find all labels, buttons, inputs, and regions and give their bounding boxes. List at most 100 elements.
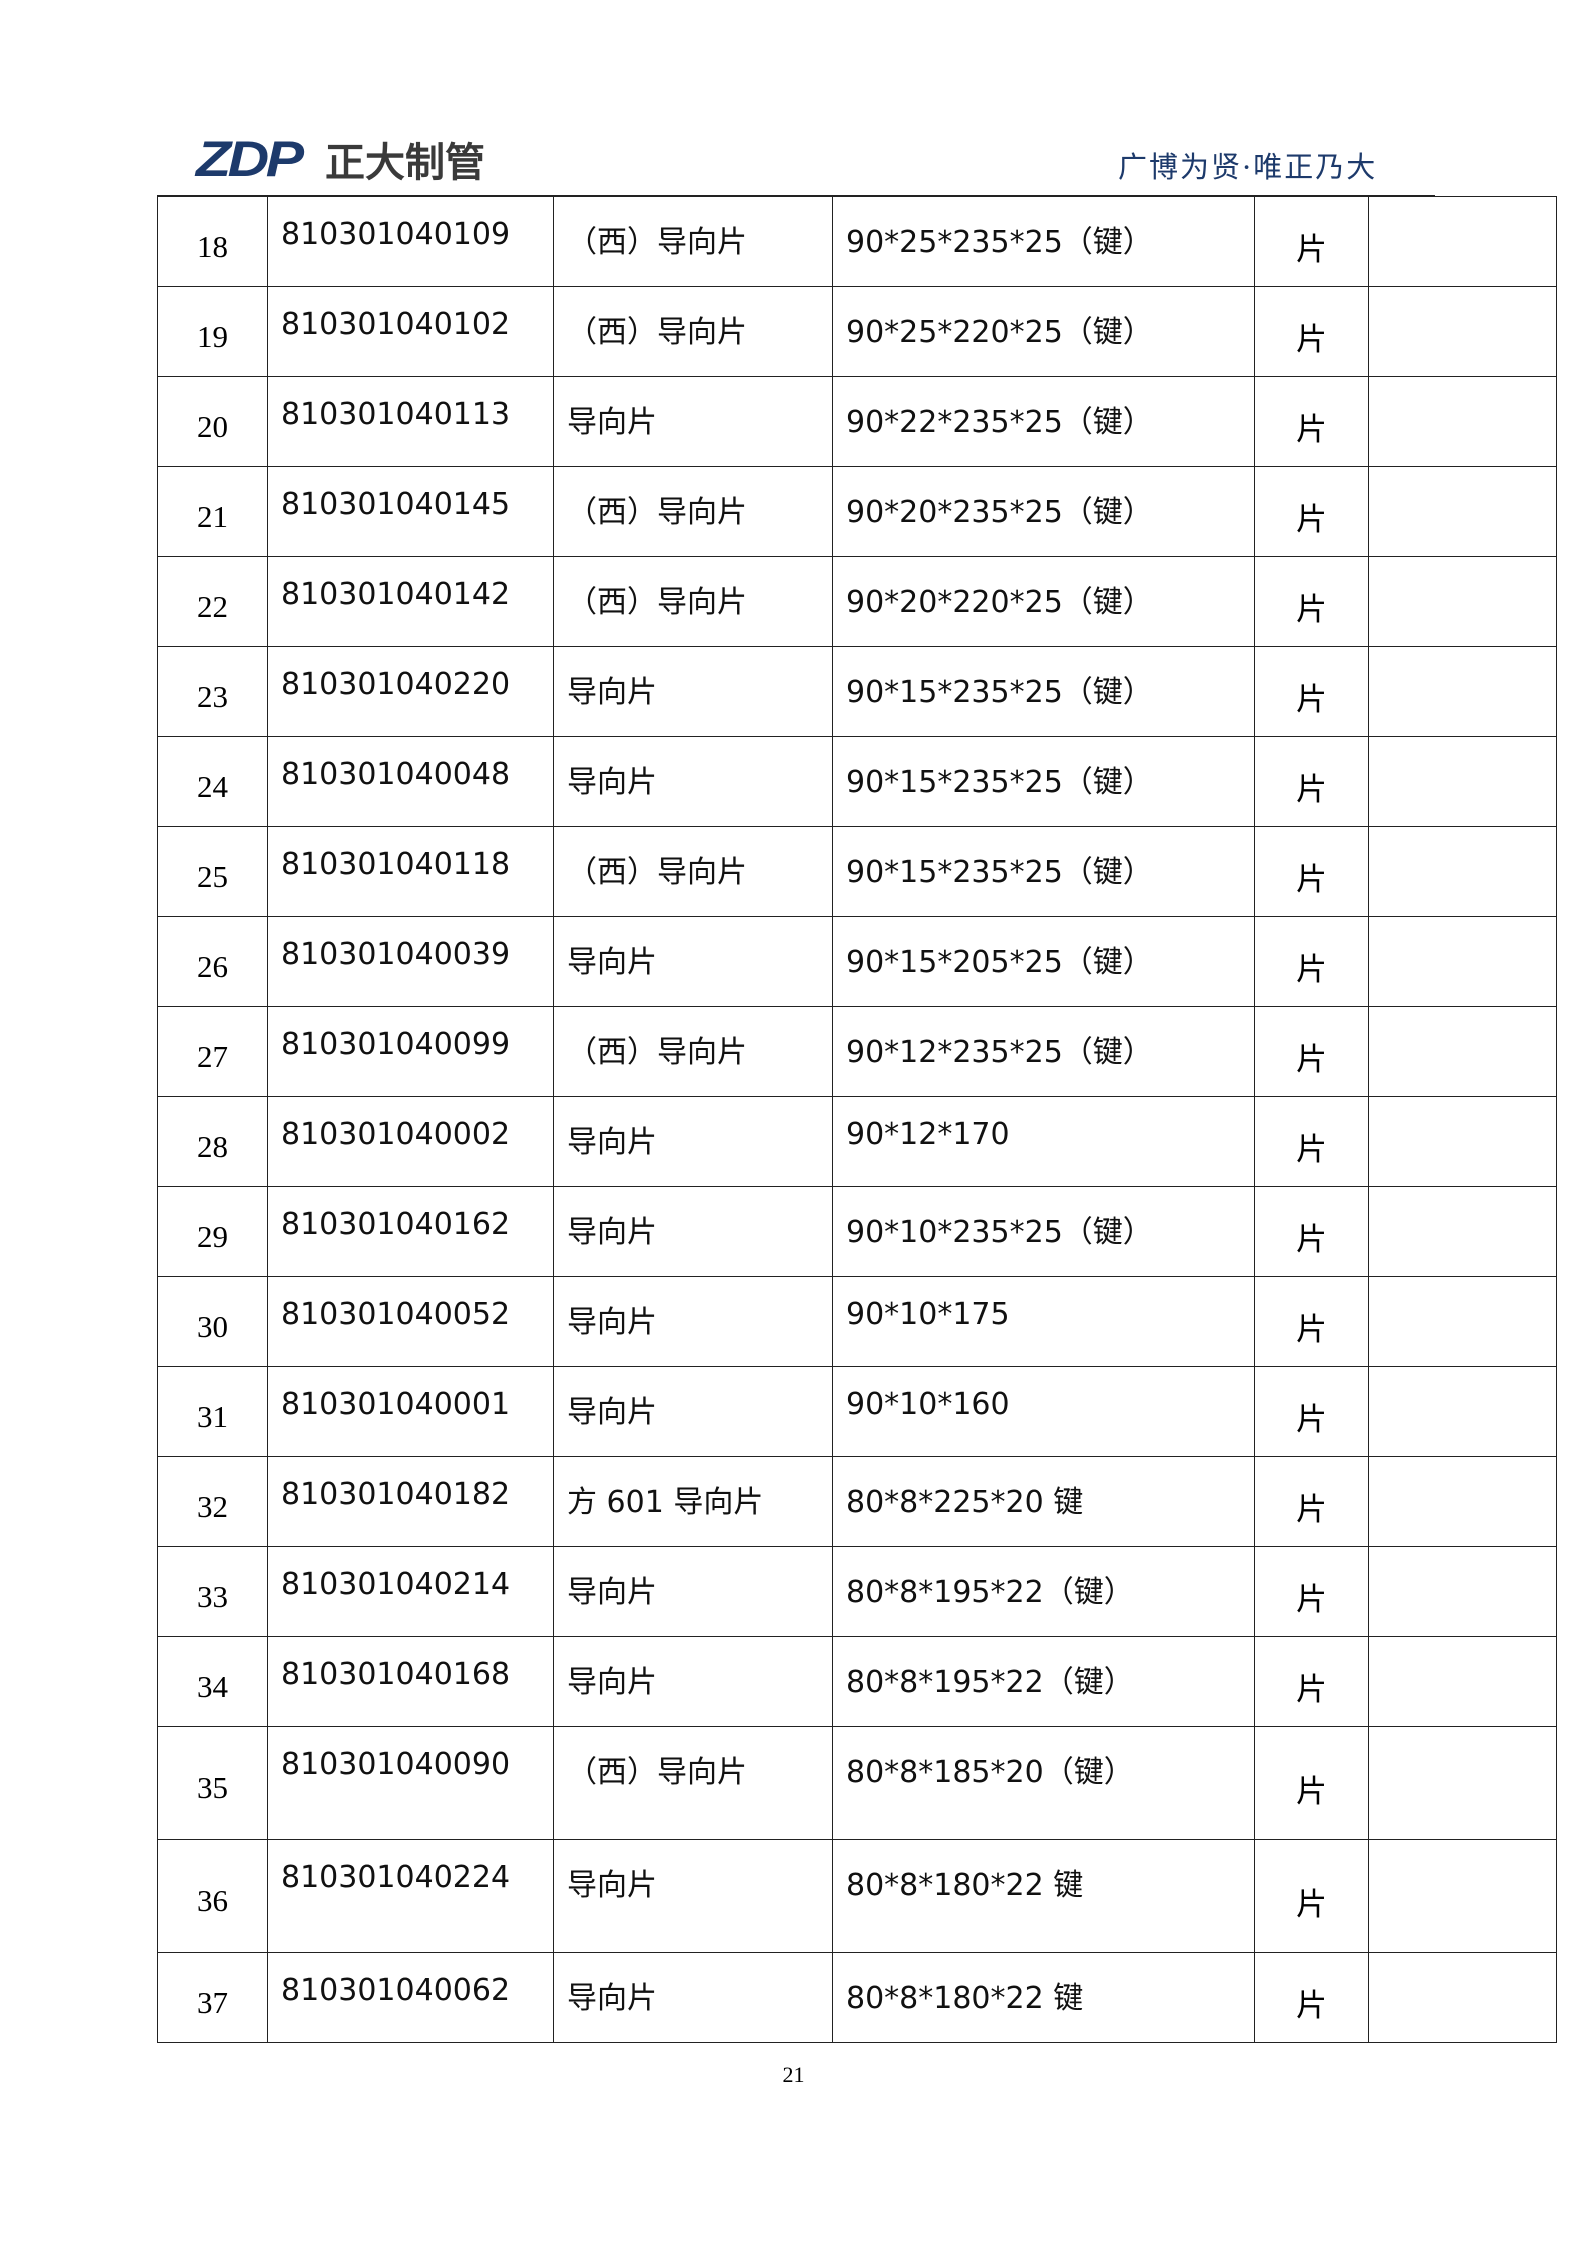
item-note [1368, 1839, 1557, 1953]
item-note [1368, 826, 1557, 917]
row-number: 27 [157, 1006, 268, 1097]
item-note [1368, 1276, 1557, 1367]
item-spec: 90*15*235*25（键） [832, 826, 1255, 917]
item-code: 810301040224 [267, 1839, 554, 1953]
item-spec: 90*10*175 [832, 1276, 1255, 1367]
table-row: 26 810301040039 导向片 90*15*205*25（键）片 [157, 916, 1557, 1007]
item-name: （西）导向片 [553, 826, 833, 917]
logo-mark: ZDP [196, 131, 304, 187]
item-name: 导向片 [553, 1839, 833, 1953]
item-unit: 片 [1254, 556, 1369, 647]
item-note [1368, 736, 1557, 827]
row-number: 19 [157, 286, 268, 377]
item-name: （西）导向片 [553, 556, 833, 647]
row-number: 28 [157, 1096, 268, 1187]
row-number: 23 [157, 646, 268, 737]
item-spec: 80*8*180*22 键 [832, 1839, 1255, 1953]
row-number: 31 [157, 1366, 268, 1457]
item-spec: 90*12*170 [832, 1096, 1255, 1187]
item-code: 810301040118 [267, 826, 554, 917]
item-unit: 片 [1254, 1366, 1369, 1457]
item-note [1368, 1456, 1557, 1547]
item-name: 导向片 [553, 916, 833, 1007]
row-number: 33 [157, 1546, 268, 1637]
item-unit: 片 [1254, 916, 1369, 1007]
item-code: 810301040039 [267, 916, 554, 1007]
item-spec: 90*15*235*25（键） [832, 646, 1255, 737]
item-spec: 80*8*225*20 键 [832, 1456, 1255, 1547]
item-spec: 80*8*195*22（键） [832, 1636, 1255, 1727]
item-code: 810301040062 [267, 1952, 554, 2043]
table-row: 23 810301040220 导向片 90*15*235*25（键）片 [157, 646, 1557, 737]
item-note [1368, 916, 1557, 1007]
item-name: 导向片 [553, 1546, 833, 1637]
item-spec: 80*8*185*20（键） [832, 1726, 1255, 1840]
row-number: 35 [157, 1726, 268, 1840]
item-code: 810301040109 [267, 196, 554, 287]
item-code: 810301040090 [267, 1726, 554, 1840]
table-row: 28 810301040002 导向片 90*12*170 片 [157, 1096, 1557, 1187]
item-note [1368, 1096, 1557, 1187]
item-unit: 片 [1254, 1952, 1369, 2043]
item-spec: 90*20*220*25（键） [832, 556, 1255, 647]
company-logo: ZDP 正大制管 [196, 131, 485, 187]
item-note [1368, 1726, 1557, 1840]
row-number: 18 [157, 196, 268, 287]
item-spec: 90*15*205*25（键） [832, 916, 1255, 1007]
table-row: 27 810301040099 （西）导向片 90*12*235*25（键）片 [157, 1006, 1557, 1097]
item-unit: 片 [1254, 376, 1369, 467]
item-spec: 90*20*235*25（键） [832, 466, 1255, 557]
item-code: 810301040102 [267, 286, 554, 377]
item-note [1368, 556, 1557, 647]
item-note [1368, 1952, 1557, 2043]
item-name: 导向片 [553, 1366, 833, 1457]
item-unit: 片 [1254, 1726, 1369, 1840]
table-row: 25 810301040118 （西）导向片 90*15*235*25（键）片 [157, 826, 1557, 917]
table-row: 34 810301040168 导向片 80*8*195*22（键）片 [157, 1636, 1557, 1727]
item-code: 810301040099 [267, 1006, 554, 1097]
item-spec: 90*25*220*25（键） [832, 286, 1255, 377]
item-code: 810301040002 [267, 1096, 554, 1187]
table-row: 33 810301040214 导向片 80*8*195*22（键）片 [157, 1546, 1557, 1637]
item-name: （西）导向片 [553, 286, 833, 377]
item-name: （西）导向片 [553, 466, 833, 557]
item-spec: 80*8*180*22 键 [832, 1952, 1255, 2043]
item-name: 导向片 [553, 1636, 833, 1727]
item-unit: 片 [1254, 1096, 1369, 1187]
item-name: （西）导向片 [553, 1006, 833, 1097]
item-code: 810301040052 [267, 1276, 554, 1367]
item-unit: 片 [1254, 196, 1369, 287]
row-number: 29 [157, 1186, 268, 1277]
item-note [1368, 286, 1557, 377]
item-code: 810301040214 [267, 1546, 554, 1637]
item-name: 导向片 [553, 1276, 833, 1367]
table-row: 22 810301040142 （西）导向片 90*20*220*25（键）片 [157, 556, 1557, 647]
item-unit: 片 [1254, 286, 1369, 377]
row-number: 37 [157, 1952, 268, 2043]
item-unit: 片 [1254, 466, 1369, 557]
item-unit: 片 [1254, 736, 1369, 827]
item-name: 导向片 [553, 376, 833, 467]
item-name: （西）导向片 [553, 1726, 833, 1840]
item-code: 810301040168 [267, 1636, 554, 1727]
item-code: 810301040001 [267, 1366, 554, 1457]
slogan: 广博为贤·唯正乃大 [1118, 150, 1378, 184]
item-name: 导向片 [553, 646, 833, 737]
item-spec: 90*15*235*25（键） [832, 736, 1255, 827]
item-name: 导向片 [553, 1096, 833, 1187]
item-note [1368, 1366, 1557, 1457]
table-row: 37 810301040062 导向片 80*8*180*22 键片 [157, 1952, 1557, 2043]
item-code: 810301040162 [267, 1186, 554, 1277]
row-number: 26 [157, 916, 268, 1007]
item-name: （西）导向片 [553, 196, 833, 287]
item-note [1368, 1186, 1557, 1277]
table-row: 32 810301040182 方 601 导向片 80*8*225*20 键片 [157, 1456, 1557, 1547]
item-unit: 片 [1254, 1276, 1369, 1367]
item-name: 方 601 导向片 [553, 1456, 833, 1547]
item-note [1368, 1636, 1557, 1727]
item-unit: 片 [1254, 1546, 1369, 1637]
row-number: 30 [157, 1276, 268, 1367]
item-unit: 片 [1254, 1636, 1369, 1727]
row-number: 36 [157, 1839, 268, 1953]
row-number: 34 [157, 1636, 268, 1727]
